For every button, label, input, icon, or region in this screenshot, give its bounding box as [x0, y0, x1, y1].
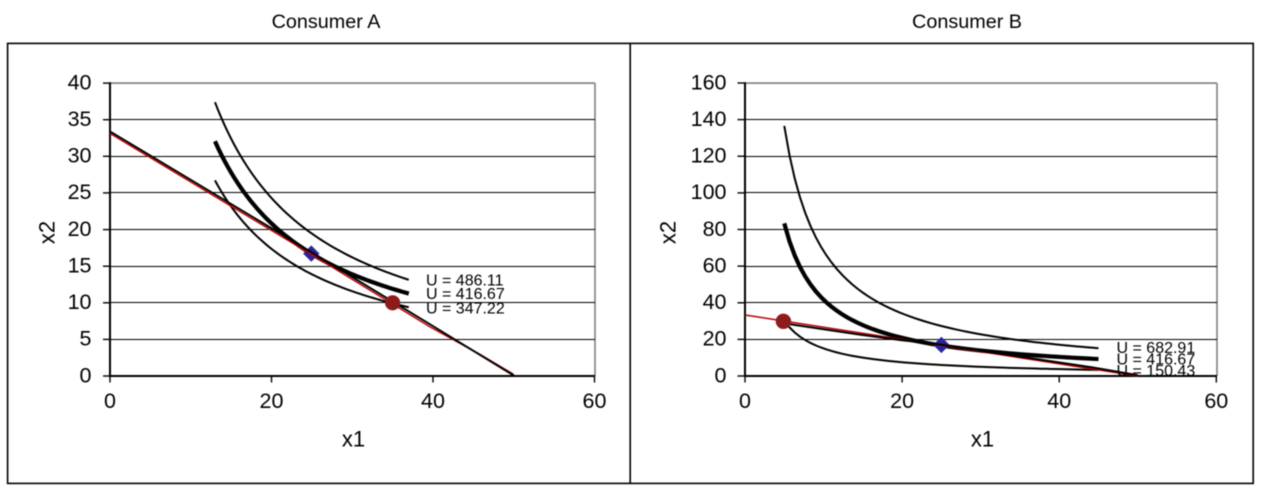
svg-text:160: 160 [691, 70, 727, 94]
svg-text:35: 35 [68, 107, 92, 131]
svg-text:0: 0 [80, 363, 92, 387]
svg-text:U = 416.67: U = 416.67 [426, 286, 505, 303]
svg-text:5: 5 [80, 327, 92, 351]
svg-text:0: 0 [715, 363, 727, 387]
svg-text:80: 80 [703, 217, 727, 241]
svg-text:Consumer A: Consumer A [272, 11, 382, 33]
svg-text:U = 347.22: U = 347.22 [426, 301, 505, 318]
svg-text:x1: x1 [971, 427, 994, 452]
svg-text:30: 30 [68, 144, 92, 168]
svg-text:x2: x2 [656, 221, 681, 244]
svg-text:20: 20 [68, 217, 92, 241]
svg-text:60: 60 [583, 389, 607, 413]
svg-text:0: 0 [739, 389, 751, 413]
svg-text:U = 416.67: U = 416.67 [1117, 351, 1196, 368]
svg-text:100: 100 [691, 180, 727, 204]
svg-text:40: 40 [421, 389, 445, 413]
svg-text:Consumer B: Consumer B [912, 11, 1022, 33]
svg-text:10: 10 [68, 290, 92, 314]
svg-text:120: 120 [691, 144, 727, 168]
svg-text:0: 0 [104, 389, 116, 413]
svg-text:15: 15 [68, 254, 92, 278]
svg-text:U = 682.91: U = 682.91 [1117, 340, 1196, 357]
svg-text:60: 60 [1204, 389, 1228, 413]
svg-text:x2: x2 [34, 221, 59, 244]
svg-text:x1: x1 [342, 427, 365, 452]
svg-text:140: 140 [691, 107, 727, 131]
svg-text:U = 486.11: U = 486.11 [426, 273, 504, 290]
svg-text:U = 150.43: U = 150.43 [1117, 363, 1196, 380]
svg-text:60: 60 [703, 253, 727, 277]
svg-text:20: 20 [703, 327, 727, 351]
svg-text:20: 20 [260, 389, 284, 413]
svg-text:40: 40 [703, 290, 727, 314]
svg-text:25: 25 [68, 180, 92, 204]
svg-text:40: 40 [68, 70, 92, 94]
svg-text:20: 20 [890, 389, 914, 413]
svg-text:40: 40 [1047, 389, 1071, 413]
